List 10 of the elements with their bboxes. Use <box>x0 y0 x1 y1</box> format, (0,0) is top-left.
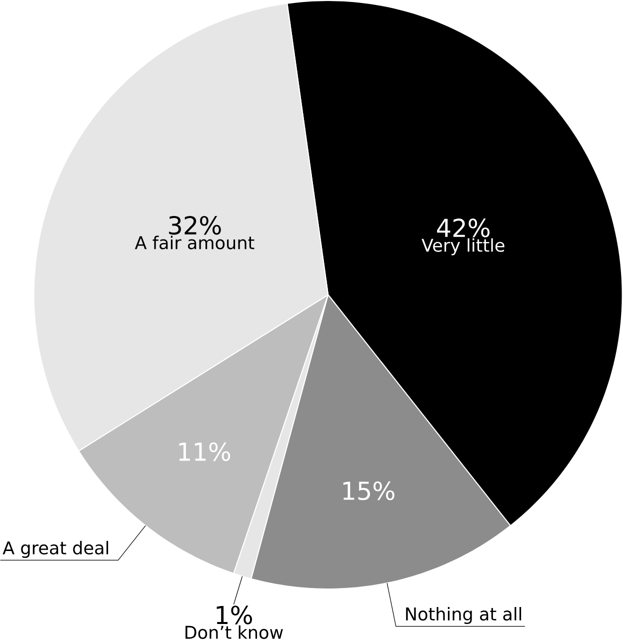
slice-label: Nothing at all <box>406 607 522 624</box>
data-label: 42% <box>437 218 490 238</box>
data-label: 1% <box>216 606 252 624</box>
slice-label: A fair amount <box>134 236 254 250</box>
data-label: 32% <box>169 216 221 235</box>
data-label: 11% <box>179 442 230 462</box>
slice-label: Don’t know <box>186 625 283 639</box>
slice-label: A great deal <box>2 540 108 558</box>
data-label: 15% <box>343 481 394 500</box>
slice-label: Very little <box>422 238 504 256</box>
